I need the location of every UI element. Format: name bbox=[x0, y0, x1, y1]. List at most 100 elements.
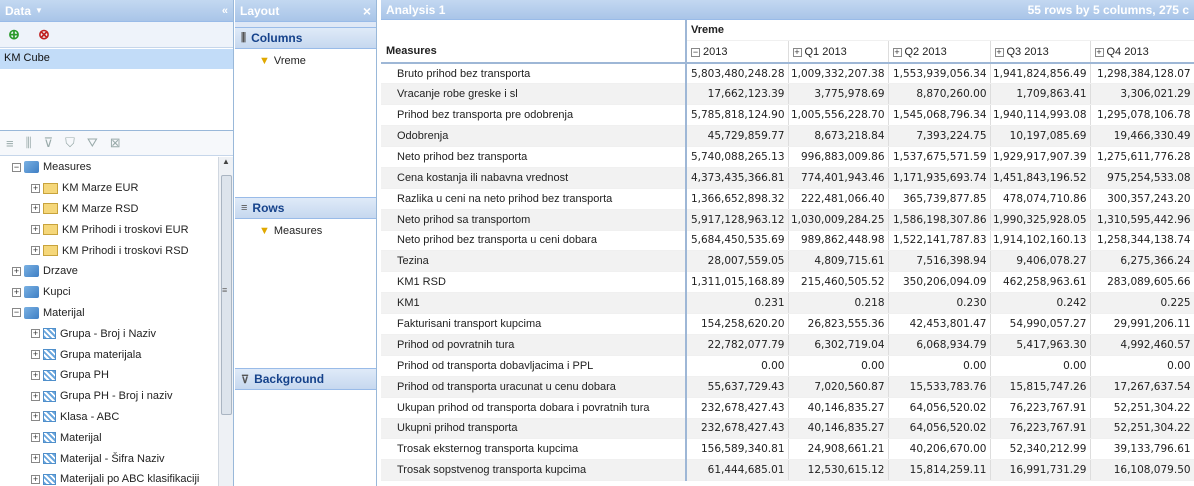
tree-node[interactable]: + Grupa - Broj i Naziv bbox=[0, 323, 218, 344]
table-cell: 39,133,796.61 bbox=[1090, 438, 1194, 461]
column-header[interactable]: −2013 bbox=[686, 40, 789, 64]
dimension-icon bbox=[43, 473, 56, 485]
row-label[interactable]: Razlika u ceni na neto prihod bez transp… bbox=[381, 188, 687, 210]
expand-icon[interactable]: + bbox=[792, 46, 802, 57]
expand-icon[interactable]: + bbox=[31, 328, 40, 339]
row-label[interactable]: Trosak sopstvenog transporta kupcima bbox=[381, 459, 687, 482]
row-label[interactable]: KM1 bbox=[381, 292, 687, 315]
row-label[interactable]: Neto prihod bez transporta u ceni dobara bbox=[381, 230, 687, 252]
expand-icon[interactable]: + bbox=[31, 349, 40, 360]
add-cube-icon[interactable]: ⊕ bbox=[8, 26, 20, 42]
data-panel-header: Data ▼ « bbox=[0, 0, 233, 22]
folder-icon bbox=[43, 182, 58, 194]
collapse-icon[interactable]: − bbox=[12, 161, 21, 172]
close-icon[interactable]: × bbox=[362, 2, 371, 19]
edit-filter-icon[interactable]: ⛛ bbox=[86, 135, 98, 150]
columns-label: Columns bbox=[251, 31, 303, 45]
expand-icon[interactable]: + bbox=[31, 432, 40, 443]
tree-node[interactable]: + KM Marze RSD bbox=[0, 199, 218, 220]
column-header[interactable]: + Q4 2013 bbox=[1090, 40, 1194, 64]
row-label[interactable]: Prihod od transporta uracunat u cenu dob… bbox=[381, 376, 687, 398]
row-label[interactable]: Cena kostanja ili nabavna vrednost bbox=[381, 167, 687, 189]
row-label[interactable]: Prihod od povratnih tura bbox=[381, 334, 687, 356]
tree-node[interactable]: + Grupa PH bbox=[0, 365, 218, 386]
tree-node[interactable]: + Materijal bbox=[0, 427, 218, 448]
expand-icon[interactable]: + bbox=[12, 286, 21, 297]
expand-icon[interactable]: + bbox=[31, 224, 40, 235]
row-label[interactable]: Bruto prihod bez transporta bbox=[381, 62, 687, 85]
column-header[interactable]: + Q3 2013 bbox=[990, 40, 1091, 64]
cube-item[interactable]: KM Cube bbox=[0, 49, 233, 69]
tree-node[interactable]: + Kupci bbox=[0, 282, 218, 303]
table-cell: 283,089,605.66 bbox=[1090, 271, 1194, 294]
collapse-left-icon[interactable]: « bbox=[221, 4, 228, 17]
columns-dropzone[interactable]: ▼ Vreme bbox=[235, 49, 376, 199]
tree-node[interactable]: + KM Marze EUR bbox=[0, 178, 218, 199]
filter-icon[interactable]: ⛉ bbox=[65, 135, 75, 150]
tree-node[interactable]: + Materijali po ABC klasifikaciji bbox=[0, 469, 218, 486]
column-header[interactable]: + Q2 2013 bbox=[888, 40, 991, 64]
row-label[interactable]: Neto prihod bez transporta bbox=[381, 146, 687, 168]
table-cell: 156,589,340.81 bbox=[686, 438, 789, 461]
tree-node[interactable]: + KM Prihodi i troskovi EUR bbox=[0, 219, 218, 240]
expand-icon[interactable]: + bbox=[31, 473, 40, 484]
table-cell: 16,108,079.50 bbox=[1090, 459, 1194, 482]
expand-icon[interactable]: + bbox=[31, 182, 40, 193]
rows-header[interactable]: ≡ Rows bbox=[235, 197, 376, 219]
remove-filter-icon[interactable]: ⊠ bbox=[109, 135, 121, 150]
table-cell: 19,466,330.49 bbox=[1090, 125, 1194, 147]
collapse-icon[interactable]: − bbox=[691, 46, 700, 57]
row-label[interactable]: Ukupni prihod transporta bbox=[381, 418, 687, 440]
table-cell: 54,990,057.27 bbox=[990, 313, 1091, 335]
row-label[interactable]: Prihod bez transporta pre odobrenja bbox=[381, 104, 687, 127]
scroll-thumb[interactable] bbox=[221, 175, 232, 415]
expand-icon[interactable]: + bbox=[31, 245, 40, 256]
tree-node[interactable]: + KM Prihodi i troskovi RSD bbox=[0, 240, 218, 261]
tree-scrollbar[interactable]: ▲ ≡ bbox=[218, 157, 233, 486]
expand-icon[interactable]: + bbox=[1094, 46, 1104, 57]
expand-icon[interactable]: + bbox=[31, 390, 40, 401]
row-label[interactable]: Odobrenja bbox=[381, 125, 687, 147]
background-dropzone[interactable] bbox=[235, 390, 376, 486]
columns-header[interactable]: ⫼ Columns bbox=[235, 27, 376, 49]
column-header[interactable]: + Q1 2013 bbox=[788, 40, 889, 64]
add-to-rows-icon[interactable]: ≡ bbox=[6, 135, 14, 151]
remove-cube-icon[interactable]: ⊗ bbox=[38, 26, 50, 42]
expand-icon[interactable]: + bbox=[31, 411, 40, 422]
tree-node[interactable]: − Measures bbox=[0, 157, 218, 178]
row-label[interactable]: Vracanje robe greske i sl bbox=[381, 83, 687, 106]
expand-icon[interactable]: + bbox=[31, 453, 40, 464]
expand-icon[interactable]: + bbox=[12, 265, 21, 276]
background-header[interactable]: ⊽ Background bbox=[235, 368, 376, 390]
expand-icon[interactable]: + bbox=[31, 369, 40, 380]
tree-node[interactable]: + Drzave bbox=[0, 261, 218, 282]
rows-chip[interactable]: ▼ Measures bbox=[259, 225, 376, 237]
expand-icon[interactable]: + bbox=[31, 203, 40, 214]
tree-node[interactable]: + Grupa materijala bbox=[0, 344, 218, 365]
tree-node[interactable]: + Klasa - ABC bbox=[0, 407, 218, 428]
expand-icon[interactable]: + bbox=[994, 46, 1004, 57]
row-label[interactable]: Ukupan prihod od transporta dobara i pov… bbox=[381, 397, 687, 419]
dimension-tree: − Measures + KM Marze EUR + KM Marze RSD + KM P… bbox=[0, 157, 218, 486]
data-panel: Data ▼ « ⊕ ⊗ KM Cube ≡ ⫼ ⊽ ⛉ ⛛ ⊠ − Measur… bbox=[0, 0, 234, 486]
add-filter-icon[interactable]: ⊽ bbox=[43, 135, 54, 150]
tree-node[interactable]: + Materijal - Šifra Naziv bbox=[0, 448, 218, 469]
add-to-columns-icon[interactable]: ⫼ bbox=[25, 135, 32, 150]
table-cell: 64,056,520.02 bbox=[888, 418, 991, 440]
row-label[interactable]: Tezina bbox=[381, 250, 687, 273]
tree-node[interactable]: + Grupa PH - Broj i naziv bbox=[0, 386, 218, 407]
row-label[interactable]: KM1 RSD bbox=[381, 271, 687, 294]
expand-icon[interactable]: + bbox=[892, 46, 902, 57]
scroll-up-icon[interactable]: ▲ bbox=[222, 157, 230, 166]
row-label[interactable]: Neto prihod sa transportom bbox=[381, 209, 687, 231]
tree-node[interactable]: − Materijal bbox=[0, 303, 218, 324]
row-label[interactable]: Prihod od transporta dobavljacima i PPL bbox=[381, 355, 687, 377]
data-dropdown[interactable]: Data ▼ bbox=[5, 4, 43, 18]
row-label[interactable]: Fakturisani transport kupcima bbox=[381, 313, 687, 335]
collapse-icon[interactable]: − bbox=[12, 307, 21, 318]
columns-chip[interactable]: ▼ Vreme bbox=[259, 55, 376, 67]
cube-icon bbox=[24, 265, 39, 278]
row-label[interactable]: Trosak eksternog transporta kupcima bbox=[381, 438, 687, 461]
rows-dropzone[interactable]: ▼ Measures bbox=[235, 219, 376, 369]
analysis-info: 55 rows by 5 columns, 275 c bbox=[1027, 2, 1189, 17]
